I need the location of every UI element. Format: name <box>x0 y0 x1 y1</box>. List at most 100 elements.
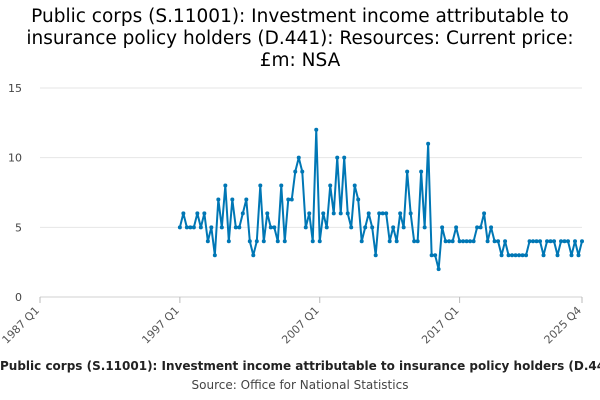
data-point <box>296 155 301 160</box>
data-point <box>307 211 312 216</box>
data-point <box>475 225 480 230</box>
data-point <box>328 183 333 188</box>
data-point <box>384 211 389 216</box>
x-tick-label: 2007 Q1 <box>279 304 322 347</box>
data-point <box>230 197 235 202</box>
data-point <box>345 211 350 216</box>
data-point <box>226 239 231 244</box>
data-point <box>464 239 469 244</box>
data-point <box>429 253 434 258</box>
data-point <box>373 253 378 258</box>
data-point <box>485 239 490 244</box>
data-point <box>415 239 420 244</box>
data-point <box>492 239 497 244</box>
data-point <box>356 197 361 202</box>
data-point <box>566 239 571 244</box>
data-point <box>436 267 441 272</box>
chart-title: Public corps (S.11001): Investment incom… <box>10 6 590 72</box>
data-point <box>205 239 210 244</box>
data-point <box>303 225 308 230</box>
data-point <box>401 225 406 230</box>
data-point <box>181 211 186 216</box>
data-point <box>541 253 546 258</box>
x-tick-label: 2025 Q4 <box>542 304 585 347</box>
data-point <box>394 239 399 244</box>
data-point <box>377 211 382 216</box>
data-point <box>496 239 501 244</box>
data-point <box>342 155 347 160</box>
data-point <box>569 253 574 258</box>
data-point <box>450 239 455 244</box>
chart-title-line-2: insurance policy holders (D.441): Resour… <box>26 28 574 49</box>
data-point <box>468 239 473 244</box>
data-point <box>520 253 525 258</box>
data-point <box>552 239 557 244</box>
data-point <box>412 239 417 244</box>
data-point <box>275 239 280 244</box>
data-point <box>482 211 487 216</box>
data-point <box>191 225 196 230</box>
data-point <box>338 211 343 216</box>
data-point <box>324 225 329 230</box>
data-point <box>195 211 200 216</box>
data-point <box>471 239 476 244</box>
data-point <box>268 225 273 230</box>
data-point <box>366 211 371 216</box>
data-point <box>223 183 228 188</box>
data-point <box>391 225 396 230</box>
data-point <box>370 225 375 230</box>
data-point <box>188 225 193 230</box>
data-point <box>478 225 483 230</box>
data-point <box>513 253 518 258</box>
data-point <box>314 127 319 132</box>
data-point <box>233 225 238 230</box>
data-point <box>209 225 214 230</box>
data-point <box>244 197 249 202</box>
source-note: Source: Office for National Statistics <box>0 378 600 392</box>
legend: Public corps (S.11001): Investment incom… <box>0 359 600 373</box>
data-point <box>531 239 536 244</box>
chart-title-line-1: Public corps (S.11001): Investment incom… <box>31 6 569 27</box>
source-label: Source: Office for National Statistics <box>191 378 409 392</box>
data-point <box>422 225 427 230</box>
data-point <box>282 239 287 244</box>
data-point <box>443 239 448 244</box>
data-point <box>300 169 305 174</box>
data-point <box>524 253 529 258</box>
data-point <box>363 225 368 230</box>
data-point <box>317 239 322 244</box>
axes: 0 5 10 15 1987 Q1 1997 Q1 2007 Q1 2017 Q1 2025 Q… <box>0 82 584 346</box>
data-point <box>202 211 207 216</box>
data-point <box>562 239 567 244</box>
series-line <box>178 128 583 271</box>
data-point <box>286 197 291 202</box>
y-tick-label: 0 <box>15 291 22 304</box>
data-point <box>555 253 560 258</box>
data-point <box>461 239 466 244</box>
data-point <box>219 225 224 230</box>
data-point <box>258 183 263 188</box>
data-point <box>559 239 564 244</box>
data-point <box>398 211 403 216</box>
data-point <box>331 211 336 216</box>
data-point <box>447 239 452 244</box>
y-tick-label: 5 <box>15 221 22 234</box>
legend-label: Public corps (S.11001): Investment incom… <box>0 359 600 373</box>
data-point <box>440 225 445 230</box>
data-point <box>279 183 284 188</box>
data-point <box>247 239 252 244</box>
x-tick-label: 1987 Q1 <box>0 304 42 347</box>
data-point <box>545 239 550 244</box>
data-point <box>177 225 182 230</box>
data-point <box>454 225 459 230</box>
x-tick-label: 1997 Q1 <box>139 304 182 347</box>
series-layer <box>177 127 584 272</box>
data-point <box>293 169 298 174</box>
data-point <box>387 239 392 244</box>
data-point <box>184 225 189 230</box>
data-point <box>408 211 413 216</box>
data-point <box>534 239 539 244</box>
data-point <box>548 239 553 244</box>
data-point <box>349 225 354 230</box>
